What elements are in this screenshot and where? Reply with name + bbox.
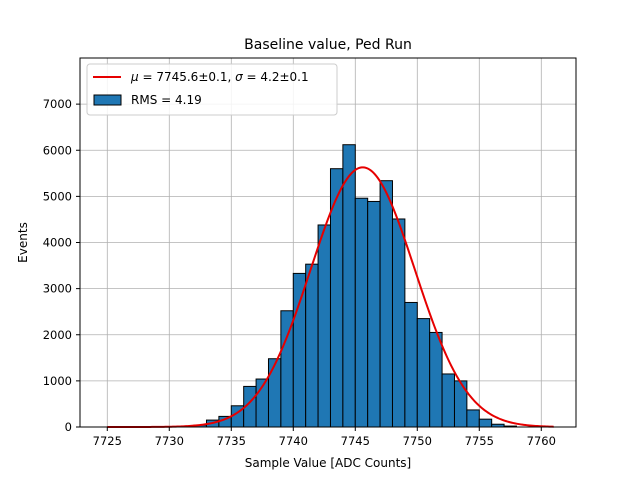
histogram-bar-16 [391, 218, 406, 428]
fit-curve [107, 166, 554, 428]
legend-histogram-swatch [93, 94, 122, 106]
legend-box [86, 63, 338, 116]
x-tick-label-2: 7735 [217, 434, 246, 448]
x-tick-label-4: 7745 [341, 434, 370, 448]
histogram-bar-14 [367, 200, 381, 428]
histogram-bar-10 [317, 224, 331, 428]
y-tick-label-4: 4000 [43, 236, 72, 250]
y-tick-label-3: 3000 [43, 282, 72, 296]
y-tick-label-2: 2000 [43, 328, 72, 342]
x-tick-label-3: 7740 [279, 434, 308, 448]
histogram-bar-12 [342, 144, 356, 428]
histogram-bar-15 [379, 180, 393, 428]
y-tick-label-1: 1000 [43, 374, 72, 388]
histogram-bar-18 [416, 318, 431, 428]
histogram-bar-17 [404, 301, 418, 428]
histogram-bar-6 [267, 358, 282, 428]
histogram-bar-19 [429, 331, 443, 428]
histogram-bar-22 [466, 409, 480, 428]
x-axis-label: Sample Value [ADC Counts] [245, 456, 411, 470]
y-tick-label-5: 5000 [43, 189, 72, 203]
histogram-bar-23 [478, 418, 493, 428]
x-tick-label-7: 7760 [527, 434, 556, 448]
histogram-bars [193, 144, 517, 428]
gaussian-fit [107, 166, 554, 428]
histogram-bar-13 [354, 197, 369, 428]
histogram-bar-7 [280, 310, 294, 428]
histogram-bar-8 [292, 272, 307, 428]
y-tick-label-6: 6000 [43, 143, 72, 157]
histogram-bar-9 [305, 263, 319, 428]
histogram-bar-20 [441, 373, 455, 428]
legend-fit-label: μ = 7745.6±0.1, σ = 4.2±0.1 [130, 70, 309, 84]
legend-histogram-label: RMS = 4.19 [131, 93, 202, 107]
legend: μ = 7745.6±0.1, σ = 4.2±0.1 RMS = 4.19 [86, 63, 338, 116]
y-axis-ticks: 0 1000 2000 3000 4000 5000 6000 7000 [43, 97, 80, 434]
x-tick-label-5: 7750 [403, 434, 432, 448]
x-tick-label-0: 7725 [93, 434, 122, 448]
x-tick-label-6: 7755 [465, 434, 494, 448]
y-axis-label: Events [16, 222, 30, 263]
chart-title: Baseline value, Ped Run [244, 37, 412, 53]
y-tick-label-0: 0 [65, 420, 72, 434]
y-tick-label-7: 7000 [43, 97, 72, 111]
x-tick-label-1: 7730 [155, 434, 184, 448]
x-axis-ticks: 7725 7730 7735 7740 7745 7750 7755 7760 [93, 427, 556, 448]
